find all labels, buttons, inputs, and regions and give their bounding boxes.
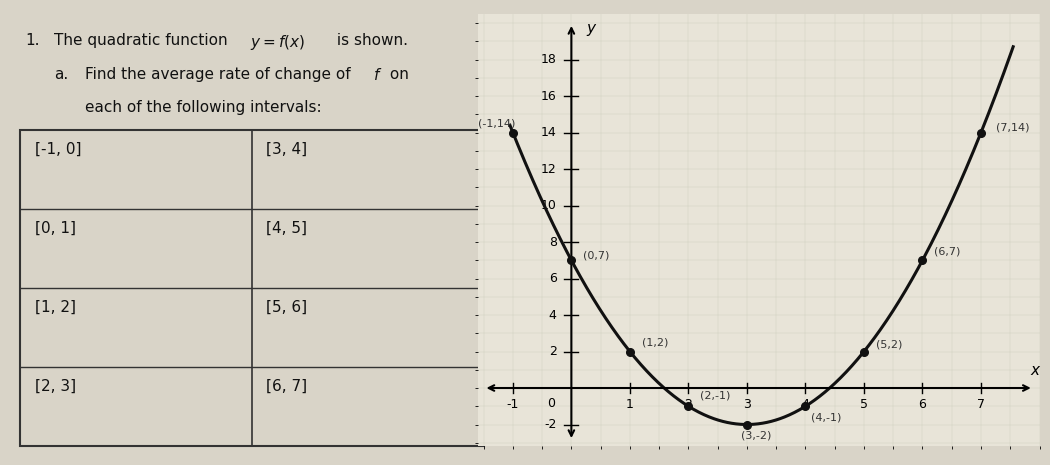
Text: (3,-2): (3,-2) (741, 431, 772, 441)
Text: x: x (1031, 363, 1040, 378)
Text: [6, 7]: [6, 7] (267, 379, 308, 394)
Text: 1.: 1. (25, 33, 40, 47)
Text: [4, 5]: [4, 5] (267, 221, 308, 236)
Text: each of the following intervals:: each of the following intervals: (85, 100, 322, 115)
Text: $y = f(x)$: $y = f(x)$ (250, 33, 304, 52)
Text: on: on (385, 67, 408, 82)
Text: [1, 2]: [1, 2] (35, 300, 76, 315)
Text: (6,7): (6,7) (934, 246, 961, 257)
Text: 3: 3 (743, 398, 751, 411)
Text: 12: 12 (541, 163, 556, 176)
Text: (7,14): (7,14) (995, 123, 1029, 133)
Text: [-1, 0]: [-1, 0] (35, 142, 81, 157)
Bar (20, 130, 484, 446)
Text: is shown.: is shown. (332, 33, 407, 47)
Text: y: y (586, 21, 595, 36)
Text: [2, 3]: [2, 3] (35, 379, 76, 394)
Text: 0: 0 (547, 397, 555, 410)
Text: (2,-1): (2,-1) (700, 391, 731, 401)
Text: (0,7): (0,7) (583, 250, 609, 260)
Text: 6: 6 (919, 398, 926, 411)
Text: The quadratic function: The quadratic function (54, 33, 232, 47)
Text: 2: 2 (549, 345, 556, 358)
Text: $f$: $f$ (373, 67, 382, 83)
Text: 4: 4 (549, 308, 556, 321)
Text: 2: 2 (685, 398, 692, 411)
Text: 14: 14 (541, 126, 556, 139)
Text: -1: -1 (507, 398, 519, 411)
Text: [0, 1]: [0, 1] (35, 221, 76, 236)
Text: 6: 6 (549, 272, 556, 285)
Text: 7: 7 (976, 398, 985, 411)
Text: 16: 16 (541, 90, 556, 103)
Text: 4: 4 (801, 398, 810, 411)
Text: [3, 4]: [3, 4] (267, 142, 308, 157)
Text: 10: 10 (541, 199, 556, 212)
Text: Find the average rate of change of: Find the average rate of change of (85, 67, 356, 82)
Text: (4,-1): (4,-1) (812, 412, 842, 423)
Text: 5: 5 (860, 398, 868, 411)
Text: (1,2): (1,2) (642, 338, 668, 348)
Text: (5,2): (5,2) (876, 340, 902, 350)
Text: a.: a. (54, 67, 68, 82)
Text: [5, 6]: [5, 6] (267, 300, 308, 315)
Text: 8: 8 (549, 236, 556, 248)
Text: (-1,14): (-1,14) (478, 119, 516, 129)
Text: 18: 18 (541, 53, 556, 66)
Text: 1: 1 (626, 398, 634, 411)
Text: -2: -2 (544, 418, 556, 431)
